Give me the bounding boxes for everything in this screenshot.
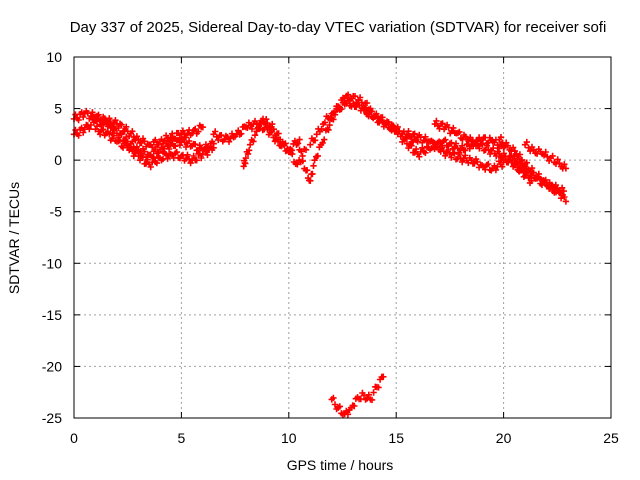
series-satellite-track-12 — [511, 159, 567, 196]
series-satellite-track-6 — [296, 91, 374, 184]
data-point — [562, 198, 570, 205]
x-tick-label: 0 — [70, 430, 78, 446]
data-point — [277, 136, 284, 143]
series-satellite-track-10 — [431, 117, 535, 187]
y-tick-label: 5 — [54, 101, 62, 117]
x-tick-label: 20 — [496, 430, 512, 446]
series-marker-trail — [93, 123, 216, 171]
y-tick-label: 0 — [54, 152, 62, 168]
y-tick-label: -10 — [42, 255, 62, 271]
series-satellite-track-5 — [240, 115, 310, 170]
data-point — [311, 156, 318, 164]
y-tick-label: -5 — [50, 204, 63, 220]
grid-lines — [74, 57, 611, 418]
data-markers — [70, 91, 570, 418]
x-axis-label: GPS time / hours — [287, 457, 394, 473]
series-marker-trail — [512, 159, 566, 196]
data-point — [307, 141, 314, 148]
data-point — [246, 141, 254, 148]
x-tick-label: 5 — [178, 430, 186, 446]
y-tick-label: 10 — [46, 49, 62, 65]
series-satellite-track-14 — [328, 373, 387, 418]
axis-ticks: 0 5 10 15 20 25 10 5 0 -5 -10 -15 -20 -25 — [42, 49, 619, 446]
chart-title: Day 337 of 2025, Sidereal Day-to-day VTE… — [70, 19, 607, 36]
series-satellite-track-13 — [521, 138, 570, 172]
data-point — [135, 136, 142, 143]
series-marker-trail — [405, 128, 527, 174]
series-marker-trail — [330, 373, 385, 418]
x-tick-label: 15 — [388, 430, 404, 446]
x-tick-label: 25 — [603, 430, 619, 446]
series-marker-trail — [523, 138, 568, 172]
x-tick-label: 10 — [281, 430, 297, 446]
series-satellite-track-3 — [92, 123, 217, 171]
data-point — [167, 134, 174, 141]
series-marker-trail — [241, 116, 308, 167]
y-axis-label: SDTVAR / TECUs — [6, 182, 22, 294]
y-tick-label: -15 — [42, 307, 62, 323]
y-tick-label: -25 — [42, 410, 62, 426]
data-point — [296, 136, 303, 143]
y-tick-label: -20 — [42, 358, 62, 374]
data-point — [270, 126, 277, 133]
plot-frame — [73, 56, 612, 419]
